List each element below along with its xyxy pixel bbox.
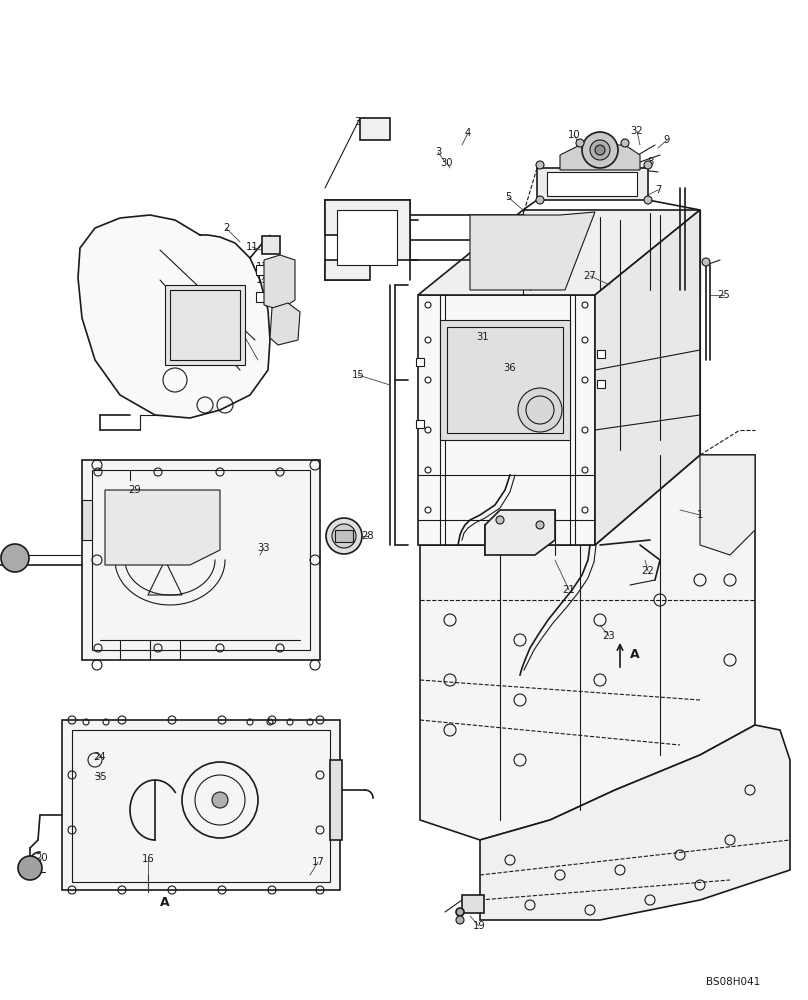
Circle shape bbox=[496, 516, 504, 524]
Text: A: A bbox=[160, 896, 170, 908]
Polygon shape bbox=[418, 210, 700, 295]
Circle shape bbox=[456, 916, 464, 924]
Bar bbox=[416, 358, 424, 366]
Text: 9: 9 bbox=[664, 135, 670, 145]
Polygon shape bbox=[470, 212, 595, 290]
Text: 4: 4 bbox=[465, 128, 471, 138]
Bar bbox=[82, 500, 92, 540]
Text: 21: 21 bbox=[562, 585, 575, 595]
Text: 15: 15 bbox=[351, 370, 364, 380]
Text: 27: 27 bbox=[583, 271, 596, 281]
Polygon shape bbox=[700, 455, 755, 555]
Polygon shape bbox=[105, 490, 220, 565]
Bar bbox=[165, 285, 245, 365]
Polygon shape bbox=[325, 200, 410, 280]
Text: 14: 14 bbox=[343, 235, 356, 245]
Text: 5: 5 bbox=[505, 192, 511, 202]
Circle shape bbox=[621, 139, 629, 147]
Polygon shape bbox=[485, 510, 555, 555]
Bar bbox=[597, 350, 605, 358]
Bar bbox=[360, 118, 390, 140]
Circle shape bbox=[456, 908, 464, 916]
Circle shape bbox=[536, 196, 544, 204]
Bar bbox=[447, 327, 563, 433]
Text: 17: 17 bbox=[312, 857, 324, 867]
Bar bbox=[262, 236, 280, 254]
Text: 24: 24 bbox=[94, 752, 107, 762]
Text: 3: 3 bbox=[435, 147, 441, 157]
Text: 26: 26 bbox=[495, 543, 508, 553]
Bar bbox=[170, 290, 240, 360]
Bar bbox=[416, 420, 424, 428]
Circle shape bbox=[326, 518, 362, 554]
Circle shape bbox=[518, 388, 562, 432]
Polygon shape bbox=[264, 255, 295, 310]
Circle shape bbox=[576, 139, 584, 147]
Circle shape bbox=[702, 258, 710, 266]
Circle shape bbox=[212, 792, 228, 808]
Circle shape bbox=[18, 856, 42, 880]
Text: 32: 32 bbox=[631, 126, 643, 136]
Text: 2: 2 bbox=[223, 223, 229, 233]
Bar bbox=[256, 292, 266, 302]
Text: 25: 25 bbox=[718, 290, 730, 300]
Text: 29: 29 bbox=[128, 485, 141, 495]
Text: 18: 18 bbox=[468, 901, 480, 911]
Bar bbox=[547, 172, 637, 196]
Bar bbox=[335, 530, 353, 542]
Text: 33: 33 bbox=[258, 543, 270, 553]
Text: 19: 19 bbox=[473, 921, 486, 931]
Bar bbox=[337, 210, 397, 265]
Text: 1: 1 bbox=[696, 510, 703, 520]
Polygon shape bbox=[418, 295, 595, 545]
Circle shape bbox=[644, 161, 652, 169]
Bar bbox=[330, 760, 342, 840]
Circle shape bbox=[536, 161, 544, 169]
Text: 6A: 6A bbox=[568, 150, 582, 160]
Bar bbox=[256, 265, 266, 275]
Text: 7: 7 bbox=[654, 185, 661, 195]
Bar bbox=[597, 380, 605, 388]
Text: 10: 10 bbox=[568, 130, 580, 140]
Text: 36: 36 bbox=[503, 363, 516, 373]
Text: 8: 8 bbox=[648, 157, 654, 167]
Bar bbox=[440, 320, 570, 440]
Circle shape bbox=[332, 524, 356, 548]
Circle shape bbox=[590, 140, 610, 160]
Text: 35: 35 bbox=[95, 772, 107, 782]
Circle shape bbox=[536, 521, 544, 529]
Bar bbox=[462, 895, 484, 913]
Text: 16: 16 bbox=[141, 854, 154, 864]
Bar bbox=[92, 470, 310, 650]
Text: 13: 13 bbox=[255, 275, 268, 285]
Text: 34: 34 bbox=[355, 117, 368, 127]
Text: 28: 28 bbox=[362, 531, 374, 541]
Text: 31: 31 bbox=[477, 332, 490, 342]
Circle shape bbox=[644, 196, 652, 204]
Polygon shape bbox=[537, 168, 648, 200]
Text: 20: 20 bbox=[36, 853, 48, 863]
Bar bbox=[72, 730, 330, 882]
Circle shape bbox=[1, 544, 29, 572]
Polygon shape bbox=[270, 303, 300, 345]
Text: A: A bbox=[630, 648, 640, 662]
Text: 6: 6 bbox=[584, 170, 590, 180]
Text: 23: 23 bbox=[603, 631, 616, 641]
Text: 22: 22 bbox=[642, 566, 654, 576]
Circle shape bbox=[595, 145, 605, 155]
Circle shape bbox=[582, 132, 618, 168]
Polygon shape bbox=[480, 725, 790, 920]
Polygon shape bbox=[420, 455, 755, 840]
Polygon shape bbox=[78, 215, 270, 418]
Text: 30: 30 bbox=[440, 158, 453, 168]
Bar bbox=[62, 720, 340, 890]
Text: BS08H041: BS08H041 bbox=[705, 977, 760, 987]
Text: 12: 12 bbox=[255, 262, 268, 272]
Text: 11: 11 bbox=[246, 242, 259, 252]
Bar bbox=[82, 460, 320, 660]
Polygon shape bbox=[560, 145, 640, 170]
Polygon shape bbox=[595, 210, 700, 545]
